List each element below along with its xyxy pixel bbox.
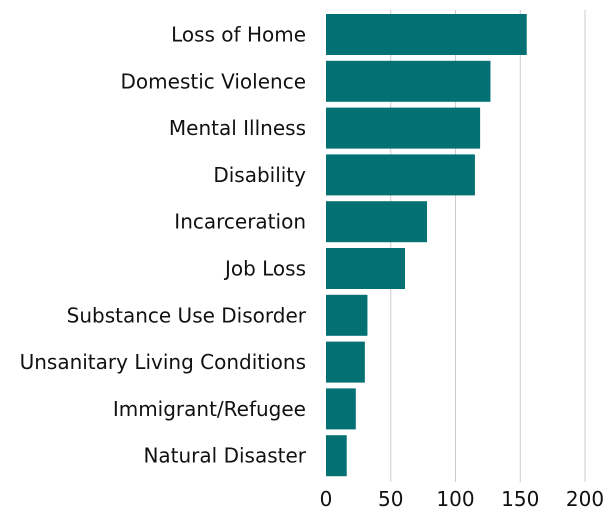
bar	[326, 388, 356, 430]
category-label: Natural Disaster	[143, 444, 306, 468]
category-label: Unsanitary Living Conditions	[20, 350, 306, 374]
bar	[326, 60, 491, 102]
x-axis-tick-labels: 0 50 100 150 200	[320, 487, 604, 511]
x-tick-label: 50	[378, 487, 403, 511]
category-label: Substance Use Disorder	[67, 303, 307, 327]
bars	[326, 14, 527, 477]
bar	[326, 248, 405, 289]
bar	[326, 201, 428, 243]
category-label: Domestic Violence	[121, 69, 306, 93]
bar	[326, 294, 368, 336]
bar	[326, 107, 481, 149]
category-label: Loss of Home	[171, 23, 306, 47]
category-label: Incarceration	[174, 210, 306, 234]
x-tick-label: 100	[436, 487, 474, 511]
bar	[326, 14, 527, 55]
bar	[326, 341, 365, 383]
category-labels: Loss of Home Domestic Violence Mental Illn…	[20, 23, 307, 468]
x-tick-label: 150	[501, 487, 539, 511]
category-label: Job Loss	[223, 257, 306, 281]
bar	[326, 435, 347, 477]
x-tick-label: 0	[320, 487, 333, 511]
bar	[326, 154, 475, 196]
category-label: Disability	[213, 163, 306, 187]
category-label: Mental Illness	[169, 116, 306, 140]
category-label: Immigrant/Refugee	[113, 397, 306, 421]
x-tick-label: 200	[566, 487, 604, 511]
